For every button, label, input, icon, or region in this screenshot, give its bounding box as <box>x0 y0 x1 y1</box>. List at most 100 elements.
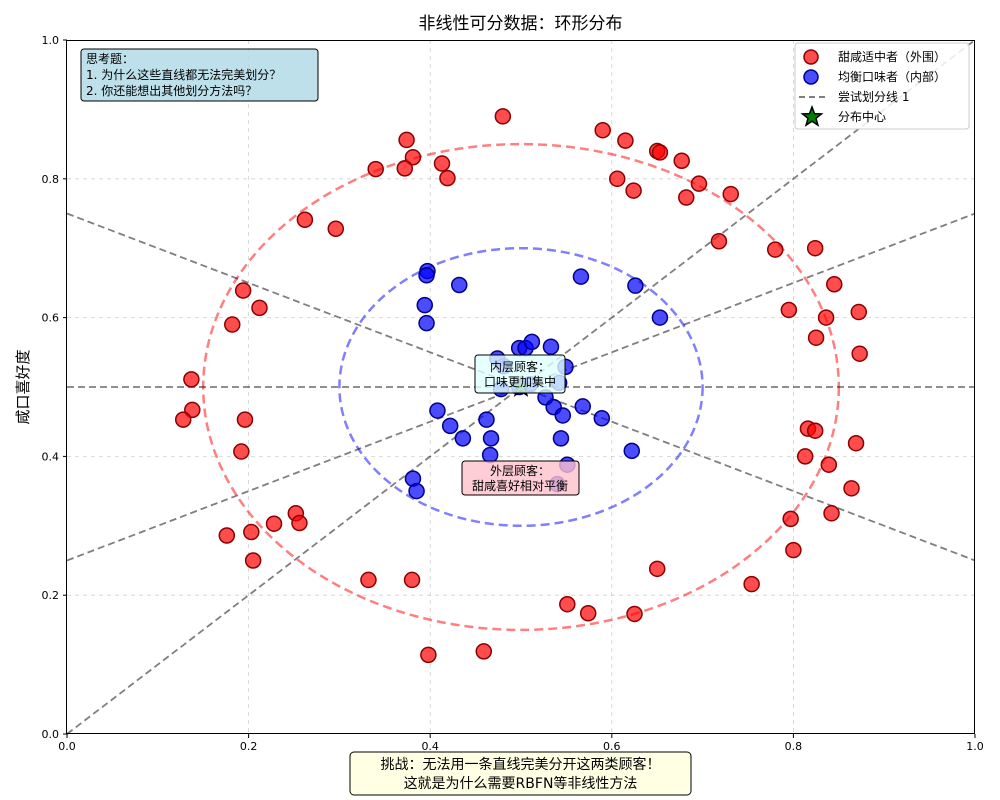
outer-annotation-line-2: 甜咸喜好相对平衡 <box>472 479 568 493</box>
inner-point <box>572 268 590 285</box>
legend-outer-label: 甜咸适中者（外围） <box>838 49 946 64</box>
y-tick-label: 0.2 <box>42 589 60 602</box>
outer-point <box>291 514 308 532</box>
outer-point <box>806 422 824 439</box>
inner-point <box>482 430 500 447</box>
challenge-line-1: 挑战：无法用一条直线完美分开这两类顾客！ <box>381 756 661 773</box>
outer-annotation-line-1: 外层顾客： <box>490 463 550 478</box>
x-tick-label: 0.0 <box>58 740 76 753</box>
outer-point <box>847 434 865 452</box>
axis-ticks: 0.00.0 0.2 0.2 0.4 0.4 0.6 0.6 0.8 0.8 1.0 1.0 <box>42 34 984 753</box>
inner-point <box>574 398 591 415</box>
inner-point <box>542 338 560 355</box>
legend: 甜咸适中者（外围） 均衡口味者（内部） 尝试划分线 1 分布中心 <box>794 42 970 130</box>
outer-point <box>327 220 345 238</box>
outer-point <box>224 316 241 333</box>
outer-point <box>218 527 236 544</box>
outer-point <box>183 371 200 388</box>
outer-point <box>296 211 314 228</box>
inner-point <box>418 267 435 284</box>
outer-point <box>360 571 377 589</box>
outer-point <box>367 160 384 178</box>
chart-title: 非线性可分数据：环形分布 <box>419 14 623 34</box>
inner-point <box>418 314 435 332</box>
outer-point <box>251 299 268 317</box>
outer-point <box>594 121 611 139</box>
outer-point <box>433 155 451 172</box>
outer-point <box>494 108 512 125</box>
inner-point <box>416 296 434 314</box>
inner-point <box>451 276 468 294</box>
legend-line-label: 尝试划分线 1 <box>838 89 909 104</box>
inner-point <box>552 430 570 447</box>
x-tick-label: 0.6 <box>603 740 621 753</box>
outer-point <box>851 345 868 362</box>
outer-point <box>244 552 262 569</box>
inner-annotation-line-1: 内层顾客： <box>490 359 550 374</box>
outer-point <box>265 515 283 532</box>
outer-point <box>766 241 784 258</box>
legend-inner-marker <box>803 69 819 85</box>
outer-annotation: 外层顾客： 甜咸喜好相对平衡 <box>461 460 580 496</box>
outer-point <box>807 329 825 346</box>
outer-point <box>439 169 456 187</box>
y-tick-label: 0.8 <box>42 173 60 186</box>
outer-point <box>710 233 728 250</box>
legend-center-marker <box>800 104 824 127</box>
outer-point <box>233 443 250 460</box>
inner-point <box>408 482 425 500</box>
outer-point <box>817 309 835 326</box>
outer-point <box>608 170 626 188</box>
outer-point <box>559 595 576 613</box>
outer-point <box>843 480 860 497</box>
outer-point <box>826 276 843 293</box>
inner-boundary-circle <box>338 246 704 528</box>
outer-point <box>404 149 422 166</box>
y-tick-label: 1.0 <box>42 34 60 47</box>
outer-point <box>806 239 824 257</box>
outer-point <box>243 523 260 541</box>
outer-point <box>234 282 252 299</box>
outer-point <box>617 132 634 149</box>
outer-point <box>782 510 799 528</box>
think-line-1: 1. 为什么这些直线都无法完美划分？ <box>86 67 281 82</box>
think-box: 思考题： 1. 为什么这些直线都无法完美划分？ 2. 你还能想出其他划分方法吗？ <box>80 48 319 102</box>
inner-point <box>593 409 611 427</box>
outer-point <box>420 646 437 664</box>
outer-point <box>722 185 739 203</box>
outer-point <box>690 175 708 192</box>
outer-point <box>678 189 695 206</box>
outer-point <box>626 605 643 623</box>
outer-point <box>625 182 642 199</box>
outer-point <box>651 144 669 161</box>
inner-point <box>441 417 459 435</box>
outer-point <box>850 303 868 321</box>
outer-point <box>785 541 802 559</box>
division-line <box>66 39 976 735</box>
inner-annotation-line-2: 口味更加集中 <box>484 374 556 389</box>
outer-point <box>780 301 798 319</box>
legend-center-label: 分布中心 <box>838 109 886 124</box>
outer-point <box>403 571 421 589</box>
y-tick-label: 0.4 <box>42 450 60 463</box>
outer-point <box>823 505 840 522</box>
outer-point <box>743 575 760 593</box>
inner-point <box>478 411 495 428</box>
outer-point <box>398 131 415 149</box>
challenge-line-2: 这就是为什么需要RBFN等非线性方法 <box>404 775 638 792</box>
think-line-2: 2. 你还能想出其他划分方法吗？ <box>86 83 257 98</box>
legend-outer-marker <box>803 49 819 65</box>
x-tick-label: 0.8 <box>785 740 803 753</box>
y-axis-label: 咸口喜好度 <box>14 349 32 424</box>
plot-frame <box>66 40 975 734</box>
legend-inner-label: 均衡口味者（内部） <box>838 69 946 84</box>
outer-point <box>236 411 254 428</box>
outer-point <box>396 160 414 177</box>
inner-point <box>523 333 541 351</box>
inner-point <box>627 277 644 294</box>
inner-point <box>481 446 499 464</box>
inner-point <box>429 402 446 419</box>
y-tick-label: 0.0 <box>42 728 60 741</box>
x-tick-label: 0.2 <box>240 740 258 753</box>
